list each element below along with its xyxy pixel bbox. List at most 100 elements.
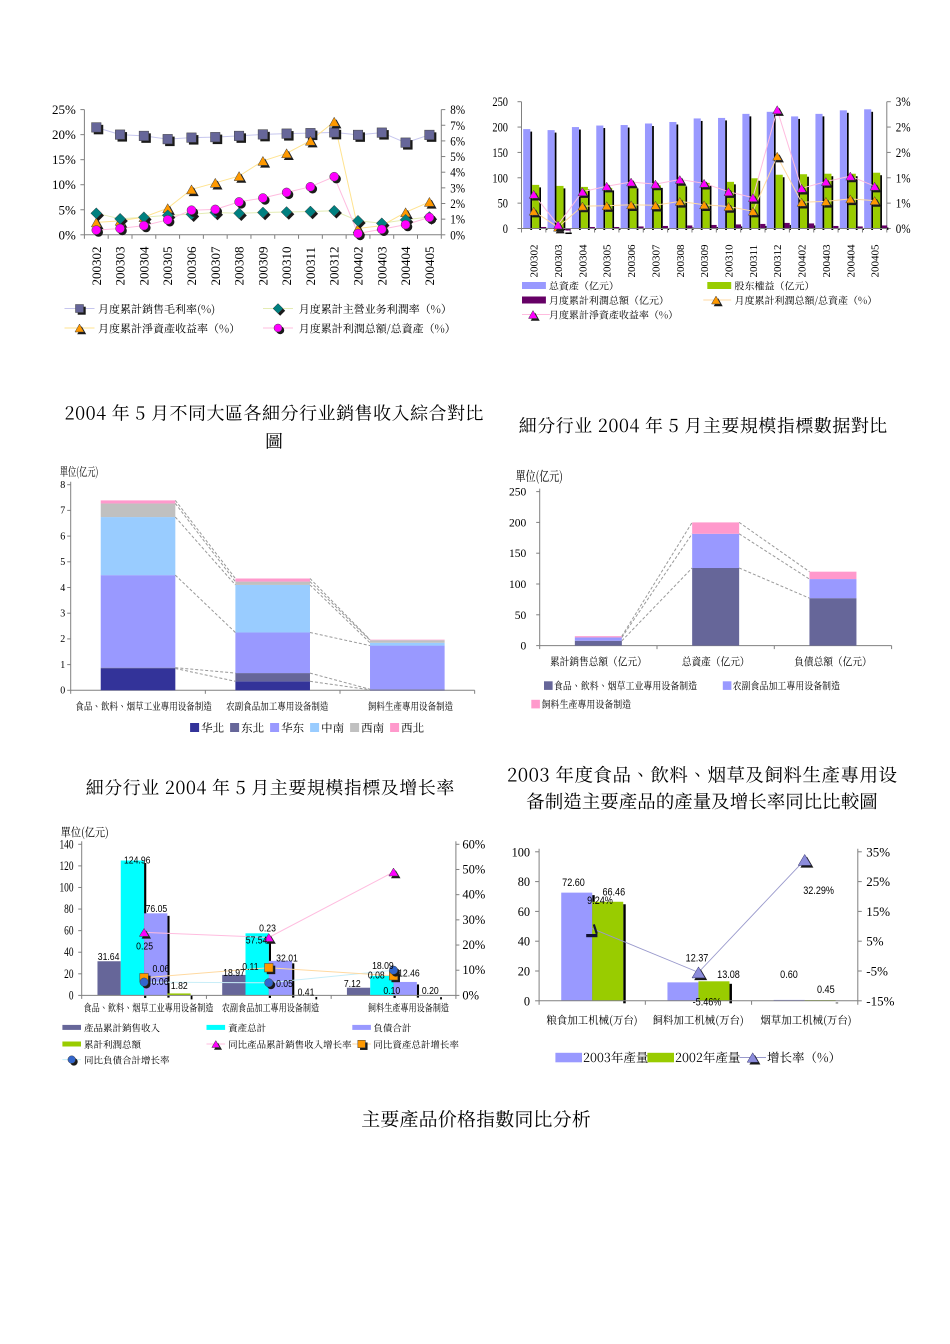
svg-text:200302: 200302: [529, 245, 541, 278]
svg-text:5%: 5%: [59, 202, 77, 217]
svg-text:1%: 1%: [896, 170, 911, 185]
svg-text:200: 200: [492, 121, 508, 135]
svg-text:0.25: 0.25: [136, 941, 153, 953]
svg-text:0%: 0%: [462, 988, 479, 1002]
svg-text:200306: 200306: [626, 244, 638, 278]
svg-text:0: 0: [520, 641, 526, 653]
svg-text:20%: 20%: [52, 127, 76, 142]
svg-text:60%: 60%: [462, 837, 485, 851]
svg-text:57.54: 57.54: [246, 935, 268, 947]
svg-text:12.46: 12.46: [398, 968, 420, 980]
svg-text:25%: 25%: [52, 102, 76, 117]
svg-text:10%: 10%: [52, 177, 76, 192]
svg-text:250: 250: [492, 95, 508, 109]
svg-text:200403: 200403: [821, 244, 833, 278]
svg-text:2%: 2%: [896, 145, 911, 160]
svg-text:200303: 200303: [553, 244, 565, 278]
svg-text:8: 8: [60, 480, 65, 491]
svg-text:0.23: 0.23: [259, 923, 276, 935]
svg-text:20%: 20%: [462, 938, 485, 952]
svg-text:0.20: 0.20: [422, 986, 439, 998]
svg-text:15%: 15%: [52, 152, 76, 167]
svg-text:31.64: 31.64: [98, 951, 120, 963]
svg-text:150: 150: [509, 548, 527, 560]
svg-text:0.06: 0.06: [152, 963, 169, 975]
svg-text:0%: 0%: [896, 221, 911, 236]
svg-text:0: 0: [524, 994, 530, 1008]
svg-text:12.37: 12.37: [686, 953, 709, 965]
svg-text:200305: 200305: [160, 247, 175, 286]
svg-text:0.05: 0.05: [276, 978, 293, 990]
svg-text:200404: 200404: [845, 244, 857, 278]
svg-text:18.09: 18.09: [372, 960, 394, 972]
svg-text:200306: 200306: [184, 246, 199, 286]
svg-text:0%: 0%: [59, 227, 77, 242]
svg-text:32.01: 32.01: [276, 953, 298, 965]
svg-text:60: 60: [64, 924, 74, 938]
svg-text:3%: 3%: [450, 181, 465, 196]
svg-text:200403: 200403: [374, 247, 389, 286]
svg-text:80: 80: [64, 903, 74, 917]
svg-text:2%: 2%: [896, 120, 911, 135]
svg-text:0.60: 0.60: [780, 969, 798, 981]
svg-text:4%: 4%: [450, 165, 465, 180]
svg-text:1%: 1%: [896, 196, 911, 211]
svg-text:200308: 200308: [675, 244, 687, 278]
svg-text:200307: 200307: [208, 246, 223, 286]
svg-text:200310: 200310: [724, 244, 736, 278]
svg-text:-15%: -15%: [866, 993, 894, 1008]
svg-text:6%: 6%: [450, 134, 465, 149]
svg-text:200305: 200305: [602, 244, 614, 278]
svg-text:0: 0: [69, 989, 74, 1003]
svg-text:40: 40: [518, 934, 530, 948]
svg-text:50: 50: [498, 197, 508, 211]
svg-text:200304: 200304: [577, 244, 589, 278]
svg-text:200: 200: [509, 517, 527, 529]
svg-text:15%: 15%: [866, 904, 890, 919]
svg-text:200404: 200404: [398, 246, 413, 286]
svg-text:200405: 200405: [870, 244, 882, 278]
svg-text:40: 40: [64, 946, 74, 960]
svg-text:150: 150: [492, 146, 508, 160]
svg-text:18.97: 18.97: [223, 967, 245, 979]
svg-text:50%: 50%: [462, 863, 485, 877]
svg-text:72.60: 72.60: [562, 877, 585, 889]
svg-text:7.12: 7.12: [344, 979, 361, 991]
svg-text:200311: 200311: [748, 245, 760, 278]
svg-text:200402: 200402: [797, 245, 809, 278]
svg-text:0%: 0%: [450, 227, 465, 242]
svg-text:25%: 25%: [866, 874, 890, 889]
svg-text:0.10: 0.10: [383, 986, 400, 998]
svg-text:200311: 200311: [303, 247, 318, 286]
svg-text:200309: 200309: [699, 244, 711, 278]
svg-text:6: 6: [60, 531, 65, 542]
svg-text:1.82: 1.82: [171, 980, 188, 992]
svg-text:8%: 8%: [450, 102, 465, 117]
svg-text:0.11: 0.11: [242, 961, 258, 973]
svg-text:0.45: 0.45: [817, 984, 835, 996]
svg-text:0.41: 0.41: [298, 987, 315, 999]
svg-text:7%: 7%: [450, 118, 465, 133]
svg-text:9.24%: 9.24%: [587, 895, 613, 907]
svg-text:120: 120: [59, 860, 73, 874]
svg-text:0.08: 0.08: [368, 970, 385, 982]
svg-text:250: 250: [509, 487, 527, 499]
svg-text:30%: 30%: [462, 913, 485, 927]
svg-text:100: 100: [59, 881, 73, 895]
svg-text:80: 80: [518, 875, 530, 889]
svg-text:0: 0: [503, 222, 508, 236]
svg-text:200310: 200310: [279, 247, 294, 286]
svg-text:-5.46%: -5.46%: [693, 997, 722, 1009]
svg-text:35%: 35%: [866, 844, 890, 859]
svg-text:200303: 200303: [113, 247, 128, 286]
svg-text:100: 100: [509, 579, 527, 591]
svg-text:200312: 200312: [772, 245, 784, 278]
svg-text:4: 4: [60, 583, 65, 594]
svg-text:2: 2: [60, 634, 65, 645]
svg-text:0.06: 0.06: [152, 976, 169, 988]
svg-text:7: 7: [60, 506, 65, 517]
svg-text:60: 60: [518, 905, 530, 919]
svg-text:1: 1: [60, 660, 65, 671]
svg-text:1%: 1%: [450, 212, 465, 227]
svg-text:200308: 200308: [232, 247, 247, 286]
